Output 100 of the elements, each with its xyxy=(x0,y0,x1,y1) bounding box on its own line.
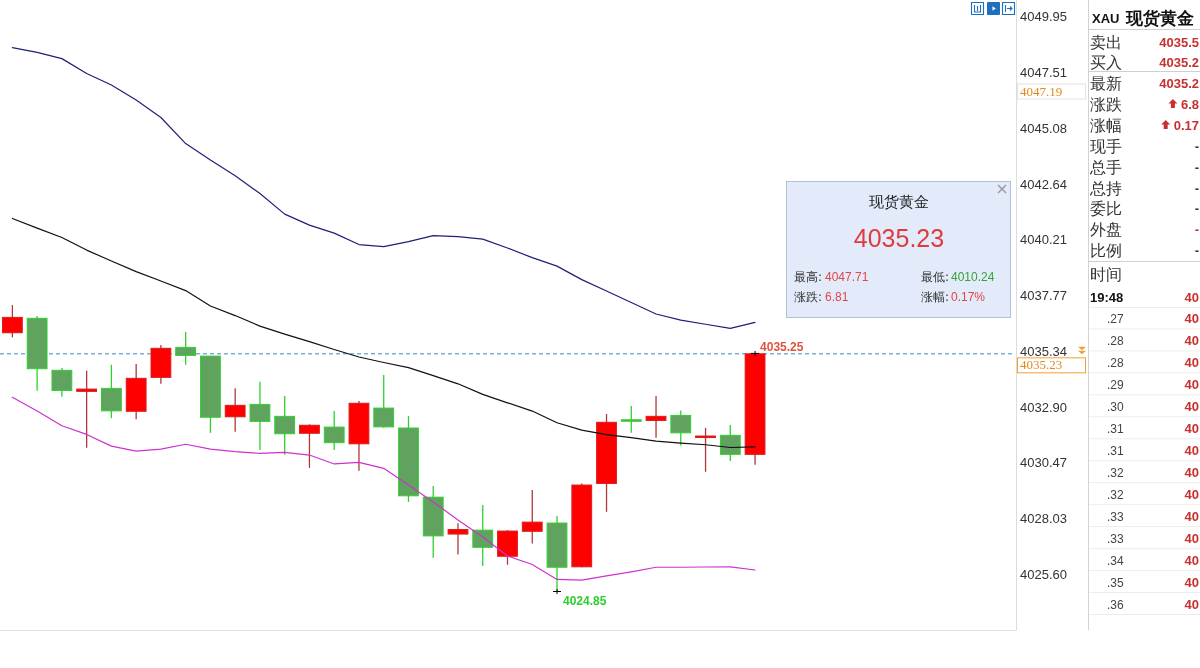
candlestick xyxy=(472,504,494,567)
text: .34 xyxy=(1107,553,1125,568)
text: 4035.2 xyxy=(1159,76,1199,92)
text: - xyxy=(1194,222,1199,238)
text: 40 xyxy=(1184,465,1199,481)
annotation: 0.17% xyxy=(951,290,986,304)
y-tick-label: 4040.21 xyxy=(1020,232,1067,248)
candlestick xyxy=(373,374,395,429)
text: 委比 xyxy=(1090,199,1122,219)
text: - xyxy=(1194,138,1199,154)
text: 总持 xyxy=(1089,178,1122,198)
text: .27 xyxy=(1107,311,1125,326)
candlestick xyxy=(274,395,296,456)
y-tick-label: 4032.90 xyxy=(1020,399,1067,415)
candlestick xyxy=(447,522,469,556)
candlestick xyxy=(695,427,716,473)
text: 6.8 xyxy=(1180,97,1199,113)
annotation: 4035.23 xyxy=(853,224,945,252)
candlestick xyxy=(249,381,271,451)
text: 涨幅 xyxy=(1090,115,1122,135)
text: 40 xyxy=(1184,311,1199,327)
text: 涨跌 xyxy=(1090,95,1122,115)
text: .31 xyxy=(1107,421,1125,436)
text: 买入 xyxy=(1090,53,1122,73)
text: .32 xyxy=(1107,465,1125,480)
candlestick xyxy=(620,405,642,434)
candlestick xyxy=(299,423,320,469)
text: 40 xyxy=(1184,575,1199,590)
y-tick-label: 4037.77 xyxy=(1020,288,1067,304)
text: 40 xyxy=(1184,531,1199,547)
line-series xyxy=(11,396,756,581)
text: 40 xyxy=(1184,333,1199,349)
annotation: 4024.85 xyxy=(563,593,607,608)
text: 现货黄金 xyxy=(1125,8,1194,28)
text: 卖出 xyxy=(1090,32,1122,52)
text: .28 xyxy=(1107,355,1125,370)
annotation: 6.81 xyxy=(825,290,849,304)
text: XAU xyxy=(1092,11,1120,26)
annotation: 最低: xyxy=(921,270,950,284)
candlestick xyxy=(76,370,98,449)
text: 19:48 xyxy=(1090,290,1124,305)
text: .32 xyxy=(1107,487,1125,502)
y-tick-label: 4049.95 xyxy=(1020,9,1067,25)
y-tick-label: 4035.34 xyxy=(1020,343,1067,359)
annotation: 涨幅: xyxy=(921,290,950,304)
text: - xyxy=(1194,180,1199,196)
text: 最新 xyxy=(1090,74,1122,94)
candlestick xyxy=(521,489,543,545)
candlestick xyxy=(224,387,246,433)
text: 比例 xyxy=(1090,241,1122,260)
y-tick-label: 4028.03 xyxy=(1020,511,1067,527)
text: 40 xyxy=(1184,597,1199,612)
text: .28 xyxy=(1107,333,1125,348)
y-tick-label: 4042.64 xyxy=(1020,176,1067,192)
line-series xyxy=(11,47,756,329)
text: 4035.2 xyxy=(1159,55,1199,71)
candlestick xyxy=(51,367,73,398)
annotation: 4035.25 xyxy=(760,340,804,355)
y-tick-label: 4047.51 xyxy=(1020,65,1067,81)
text: 现手 xyxy=(1090,136,1122,156)
candlestick xyxy=(719,424,741,462)
text: 0.17 xyxy=(1173,117,1199,133)
candlestick xyxy=(645,395,667,439)
text: .29 xyxy=(1107,377,1125,392)
text: 40 xyxy=(1184,487,1199,503)
candlestick xyxy=(175,331,197,366)
text: .33 xyxy=(1107,509,1125,524)
text: - xyxy=(1194,243,1199,258)
text: .33 xyxy=(1107,531,1125,546)
text: 40 xyxy=(1184,355,1199,371)
text: - xyxy=(1194,159,1199,175)
y-tick-label: 4045.08 xyxy=(1020,120,1067,136)
text: .36 xyxy=(1107,597,1125,612)
y-tick-label: 4025.60 xyxy=(1020,566,1067,582)
candlestick xyxy=(1,304,23,338)
text: 40 xyxy=(1184,290,1199,305)
candlestick xyxy=(670,409,692,447)
text: 总手 xyxy=(1089,157,1122,177)
text: 40 xyxy=(1184,509,1199,525)
y-tick-label: 4030.47 xyxy=(1020,455,1067,471)
candlestick xyxy=(323,410,345,451)
text: 4035.5 xyxy=(1159,34,1199,50)
text: 4047.19 xyxy=(1020,83,1063,99)
text: .35 xyxy=(1107,575,1125,590)
text: 40 xyxy=(1184,421,1199,437)
text: 40 xyxy=(1184,443,1199,459)
text: .31 xyxy=(1107,443,1125,458)
text: 40 xyxy=(1184,377,1199,393)
candlestick xyxy=(101,364,122,419)
annotation: 现货黄金 xyxy=(869,193,929,211)
annotation: 涨跌: xyxy=(794,290,823,304)
text: 时间 xyxy=(1090,264,1122,284)
text: - xyxy=(1194,201,1199,217)
annotation: 最高: xyxy=(794,270,823,284)
text: 40 xyxy=(1184,399,1199,415)
annotation: 4047.71 xyxy=(825,270,869,284)
ref-line-label: 4035.23 xyxy=(1020,357,1063,373)
annotation: 4010.24 xyxy=(951,270,995,284)
text: 外盘 xyxy=(1090,220,1122,240)
text: .30 xyxy=(1107,399,1125,414)
